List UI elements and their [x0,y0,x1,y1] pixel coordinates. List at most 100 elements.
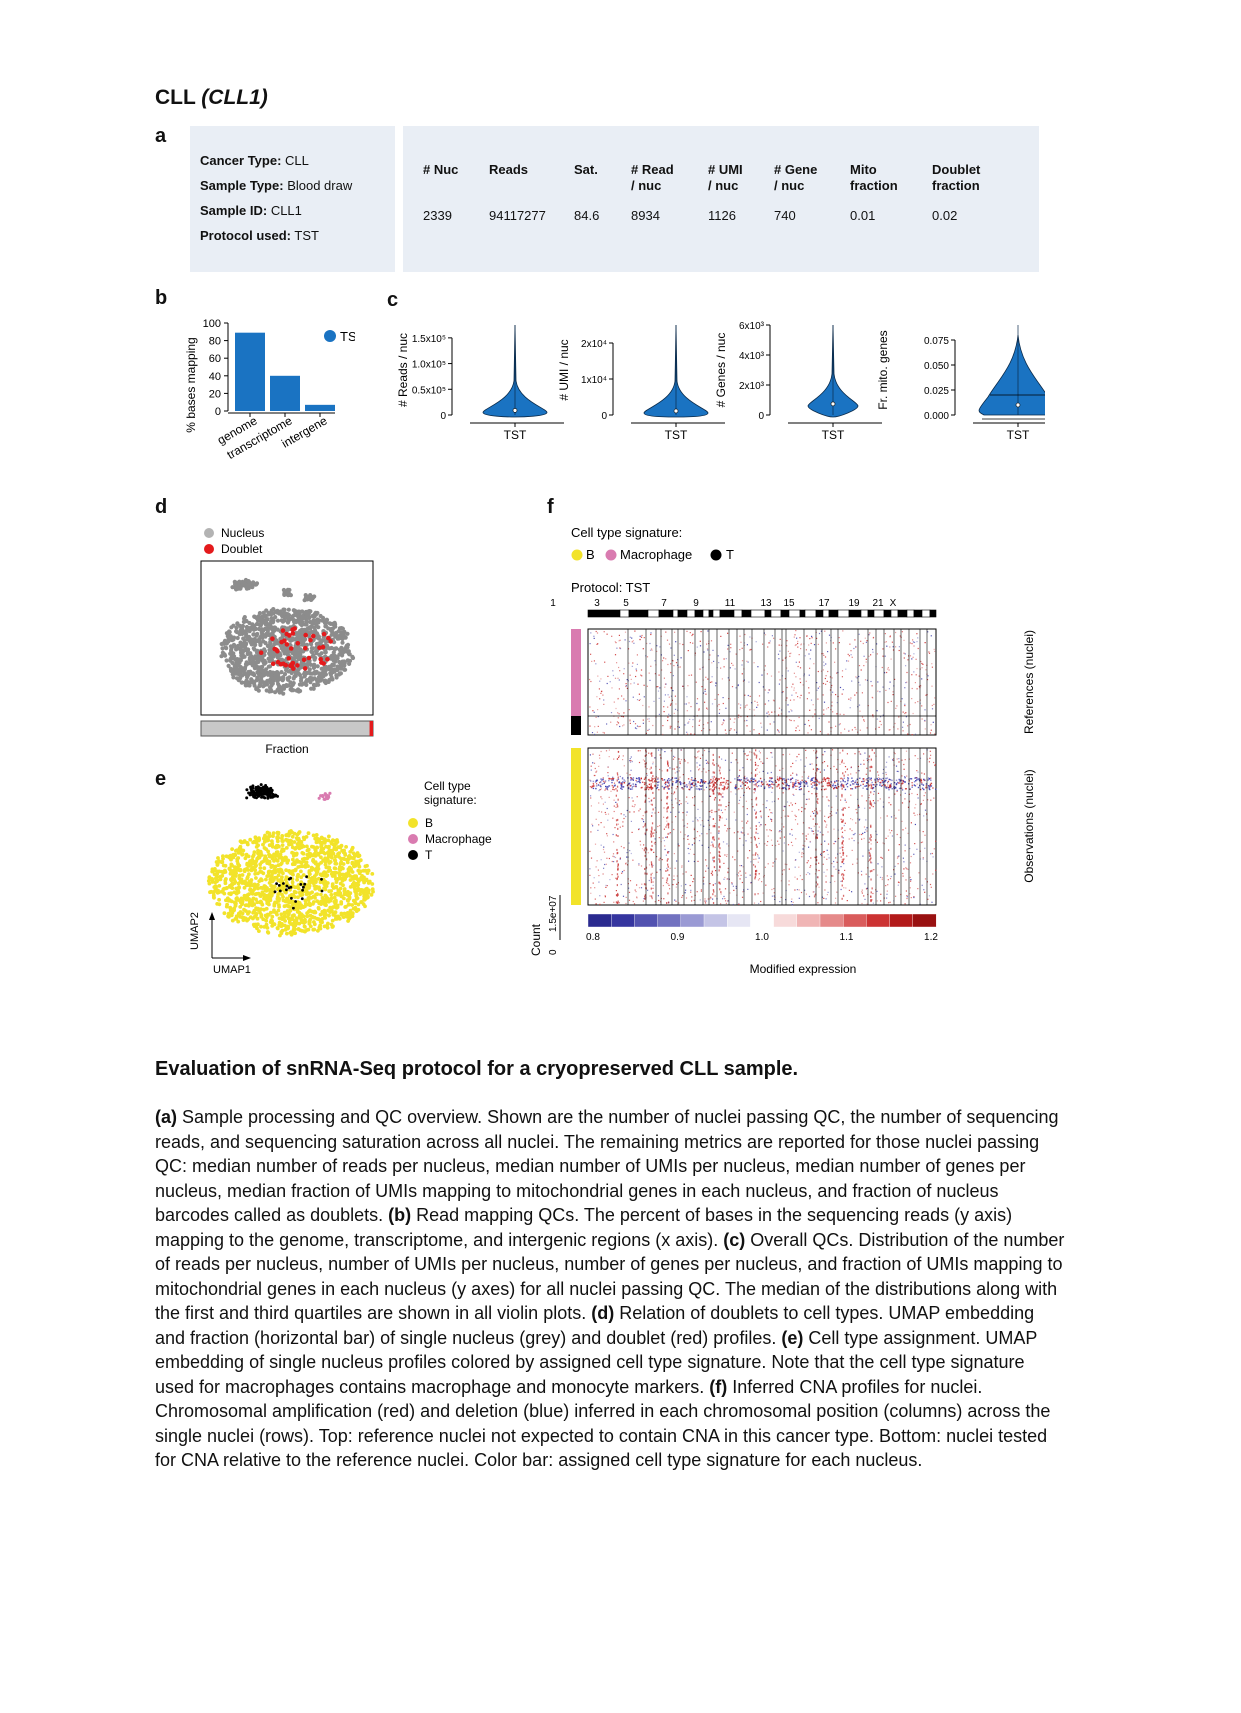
observation-cell [627,883,629,885]
nucleus-point [311,665,316,670]
observation-cell [724,759,727,761]
b-point [240,873,245,877]
b-point [228,884,232,888]
reference-cell [798,716,800,719]
reference-cell [789,655,791,657]
observation-cell [689,784,691,786]
observation-cell [592,762,594,764]
b-point [304,860,309,865]
nucleus-point [271,654,276,659]
observation-cell [866,903,868,905]
reference-cell [817,698,819,700]
reference-cell [855,676,857,678]
nucleus-point [219,654,224,659]
reference-cell [670,671,672,674]
violin-y-label: Fr. mito. genes [876,330,890,409]
reference-cell [669,715,671,717]
observation-cell [898,844,900,846]
b-point [311,902,315,906]
reference-cell [917,701,919,703]
observation-cell [610,790,612,792]
observation-cell [790,802,792,804]
b-point [308,908,312,913]
t-point [257,794,260,798]
b-point [299,915,304,920]
observation-cell [813,891,815,893]
reference-cell [741,673,743,675]
nucleus-point [330,677,335,682]
observation-cell [836,768,838,770]
b-point [226,914,230,919]
reference-cell [686,733,689,735]
observation-cell [879,782,881,784]
b-point [333,917,338,921]
reference-cell [887,667,889,669]
reference-cell [819,686,821,688]
reference-cell [767,692,769,694]
reference-cell [764,689,766,691]
observation-cell [914,823,916,826]
reference-cell [600,692,602,694]
reference-cell [755,641,757,643]
observation-cell [882,801,885,803]
observation-cell [910,822,912,824]
reference-cell [854,639,856,641]
reference-cell [661,669,663,671]
b-point [267,861,272,866]
b-point [326,865,331,870]
observation-cell [699,764,701,766]
chromosome-segment [921,609,931,618]
observation-cell [750,759,752,761]
nucleus-point [224,658,229,663]
observation-cell [651,872,653,874]
b-point [238,868,243,873]
b-point [323,851,327,856]
b-point [290,845,295,850]
observation-cell [735,819,737,821]
b-point [254,924,259,929]
chromosome-segment [686,609,696,618]
observation-cell [809,840,811,843]
reference-cell [902,730,904,732]
t-point [267,790,270,793]
observation-cell [885,771,887,774]
t-point [247,791,251,795]
b-point [239,877,244,882]
reference-cell [839,686,842,689]
observation-cell [843,807,845,809]
nucleus-point [342,667,347,672]
observation-cell [666,867,668,869]
metric-header: # Gene / nuc [774,162,818,193]
observation-cell [704,898,706,900]
observation-cell [613,856,615,858]
reference-cell [715,685,717,687]
reference-cell [663,657,665,659]
reference-cell [800,648,802,650]
nucleus-point [330,626,335,631]
nucleus-point [259,668,264,673]
reference-cell [622,725,624,727]
observation-cell [638,810,640,812]
observation-cell [714,895,716,897]
reference-cell [930,635,932,637]
umap1-arrow-icon [243,955,251,961]
reference-cell [702,692,705,694]
observation-cell [782,767,784,770]
observation-cell [698,750,700,752]
reference-cell [711,681,713,683]
b-point [324,884,329,888]
reference-cell [917,637,919,639]
t-point [285,884,289,888]
reference-cell [699,668,701,670]
reference-cell [606,633,608,635]
observation-cell [868,759,870,761]
b-point [295,860,300,864]
reference-cell [597,725,599,727]
nucleus-point [323,680,328,686]
reference-cell [855,645,857,648]
reference-cell [766,729,768,731]
b-point [270,844,275,849]
b-point [329,840,334,844]
reference-cell [738,703,740,705]
nucleus-point [307,667,312,672]
